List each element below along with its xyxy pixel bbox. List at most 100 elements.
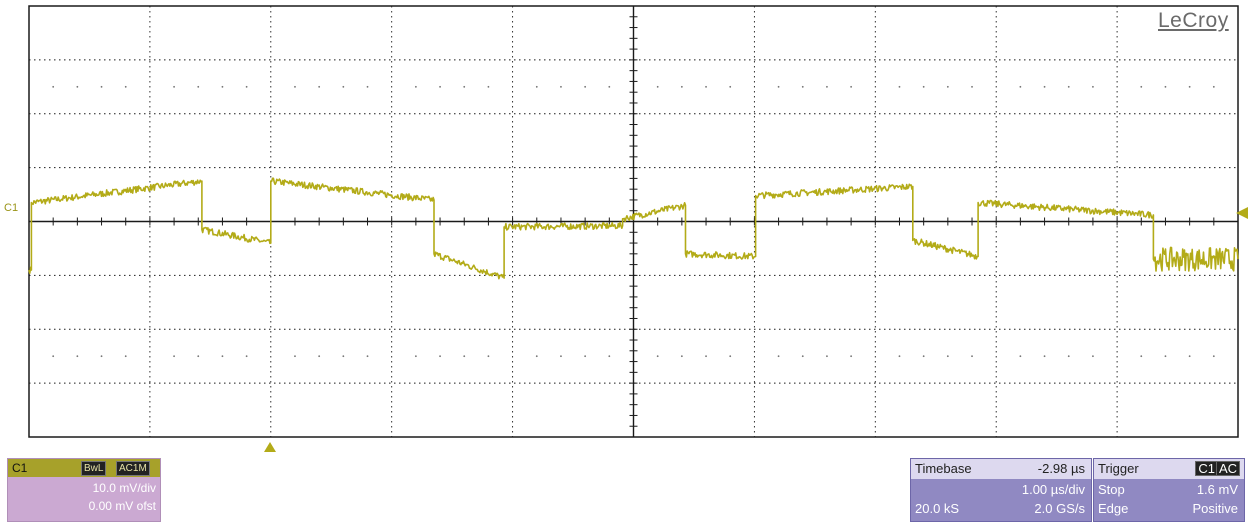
graticule-dot [680,85,683,88]
graticule-dot [705,355,707,358]
graticule-dot [584,85,587,88]
graticule-dot [342,85,345,88]
graticule-dot [850,355,853,358]
graticule-dot [608,85,611,88]
graticule-dot [1043,355,1046,358]
graticule-dot [535,85,538,88]
graticule-dot [1092,85,1094,88]
graticule-dot [729,355,732,358]
graticule-dot [898,355,901,358]
graticule-dot [1188,85,1191,88]
graticule-dot [801,85,804,88]
timebase-delay: -2.98 µs [1037,461,1085,476]
channel-label-marker: C1 [4,202,19,214]
bandwidth-limit-tag: BwL [81,461,107,476]
graticule-dot [318,355,321,358]
sample-count: 20.0 kS [915,501,960,516]
graticule-dot [197,85,200,88]
graticule-dot [898,85,901,88]
graticule-dot [1092,355,1094,358]
graticule-dot [76,355,79,358]
graticule-dot [1164,355,1167,358]
channel-descriptor[interactable]: C1 BwL AC1M 10.0 mV/div 0.00 mV ofst [7,458,161,522]
graticule-dot [221,355,224,358]
graticule-dot [1019,85,1022,88]
trigger-mode: Stop [1098,482,1125,497]
graticule-dot [463,85,466,88]
graticule-dot [777,355,780,358]
waveform-trace-layer [28,177,1239,280]
graticule-dot [197,355,200,358]
graticule-dot [245,355,248,358]
trigger-header: Trigger C1 AC [1094,459,1244,479]
graticule-dot [971,355,973,358]
graticule-dot [173,85,175,88]
graticule-dot [971,85,973,88]
sample-rate: 2.0 GS/s [1034,501,1085,516]
time-per-div: 1.00 µs/div [1021,482,1085,497]
trigger-type: Edge [1098,501,1129,516]
graticule-dot [584,355,587,358]
graticule-dot [52,355,55,358]
graticule-dot [1067,355,1070,358]
channel-header: C1 BwL AC1M [8,459,160,477]
graticule-dot [1140,85,1143,88]
graticule-dot [245,85,248,88]
trigger-level-marker [1236,207,1248,219]
graticule-dot [414,85,417,88]
graticule-dot [946,355,949,358]
graticule-dot [1019,355,1022,358]
timebase-label: Timebase [915,461,972,476]
graticule-dot [729,85,732,88]
trigger-position-marker [264,442,276,452]
graticule-dot [656,355,659,358]
graticule-dot [52,85,55,88]
coupling-tag: AC1M [116,461,150,476]
graticule-dot [850,85,853,88]
trigger-slope: Positive [1192,501,1238,516]
graticule-dot [922,85,925,88]
graticule-dot [560,85,562,88]
graticule-dot [1212,85,1215,88]
graticule-dot [487,85,490,88]
trigger-coupling-tag: AC [1215,461,1240,476]
graticule-dot [777,85,780,88]
graticule-dot [922,355,925,358]
graticule-dot [366,355,369,358]
graticule [28,5,1239,438]
graticule-dot [1188,355,1191,358]
graticule-dot [801,355,804,358]
graticule-dot [366,85,369,88]
graticule-dot [705,85,707,88]
graticule-dot [608,355,611,358]
graticule-dot [124,355,127,358]
trigger-descriptor[interactable]: Trigger C1 AC Stop 1.6 mV Edge Positive [1093,458,1245,522]
graticule-dot [1140,355,1143,358]
graticule-dot [294,85,296,88]
graticule-dot [173,355,175,358]
graticule-dot [826,355,828,358]
timebase-header: Timebase -2.98 µs [911,459,1091,479]
trigger-level: 1.6 mV [1196,482,1238,497]
graticule-dot [414,355,417,358]
graticule-dot [1067,85,1070,88]
graticule-dot [1164,85,1167,88]
timebase-descriptor[interactable]: Timebase -2.98 µs 1.00 µs/div 20.0 kS 2.… [910,458,1092,522]
graticule-dot [487,355,490,358]
graticule-dot [318,85,321,88]
channel-offset: 0.00 mV ofst [88,499,156,513]
graticule-dot [342,355,345,358]
graticule-dot [1212,355,1215,358]
graticule-dot [680,355,683,358]
graticule-dot [439,355,441,358]
graticule-dot [100,85,103,88]
graticule-dot [463,355,466,358]
volts-per-div: 10.0 mV/div [92,481,156,495]
graticule-dot [294,355,296,358]
channel-name: C1 [12,461,28,475]
waveform-trace [28,177,1239,280]
trigger-source-tag: C1 [1195,461,1218,476]
graticule-dot [124,85,127,88]
graticule-dot [826,85,828,88]
